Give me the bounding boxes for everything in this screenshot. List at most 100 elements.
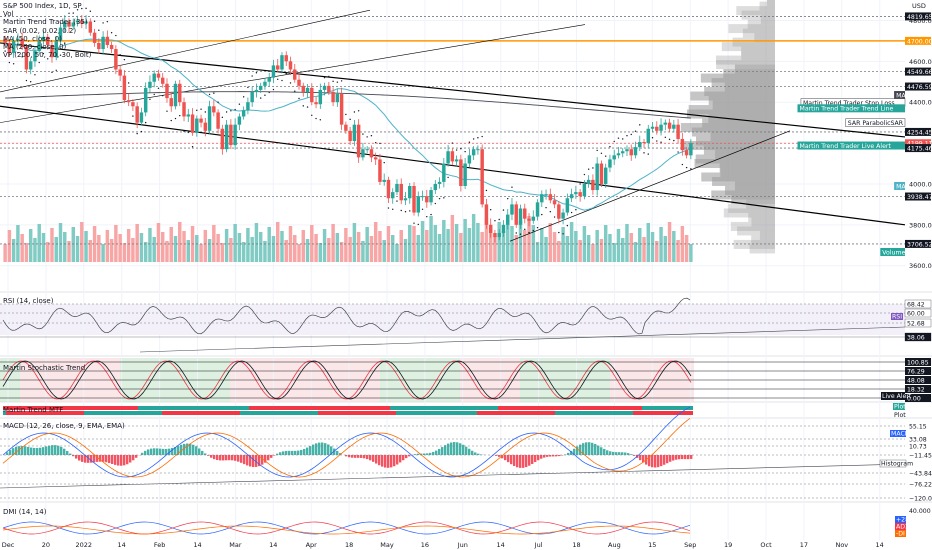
stoch-pane-label[interactable]: Martin Stochastic Trend <box>3 364 86 372</box>
macd-level-text: −43.84 <box>909 470 932 477</box>
mtf-cell <box>588 411 591 415</box>
macd-hist-bar <box>324 443 327 455</box>
volume-bar <box>139 233 144 262</box>
sar-dot <box>596 149 598 152</box>
vp-bar <box>749 244 775 254</box>
dmi-pane-label[interactable]: DMI (14, 14) <box>3 508 47 516</box>
indicator-tag-text: Volume <box>882 249 905 256</box>
candle-body <box>207 106 212 131</box>
sar-dot <box>64 42 66 44</box>
price-axis[interactable]: 3600.003800.004000.004200.004400.004600.… <box>797 12 932 538</box>
mtf-cell <box>132 406 135 410</box>
time-axis[interactable]: Dec 20 2022 14 Feb 14 Mar 14 Apr 18 May 16 Jun 14 Jul 1… <box>2 541 884 549</box>
mtf-cell <box>681 411 684 415</box>
mtf-cell <box>453 406 456 410</box>
rsi-pane-label[interactable]: RSI (14, close) <box>3 297 54 305</box>
sar-dot <box>294 90 296 92</box>
volume-bar <box>476 223 480 262</box>
legend-vol[interactable]: Vol <box>3 10 14 19</box>
legend-vp[interactable]: VP (200, 50, 70, 30, Bolt) <box>3 51 92 60</box>
sar-dot <box>587 168 590 170</box>
sar-dot <box>166 110 168 112</box>
volume-bar <box>565 236 570 262</box>
mtf-cell <box>690 411 693 415</box>
volume-bar <box>63 232 67 262</box>
price-level-text: 3938.47 <box>907 194 932 201</box>
mtf-cell <box>567 411 570 415</box>
sar-dot <box>417 223 419 226</box>
vp-bar <box>759 230 775 240</box>
macd-hist-bar <box>252 455 255 468</box>
candle-body <box>135 106 139 123</box>
macd-hist-bar <box>150 448 153 455</box>
mtf-cell <box>684 406 687 410</box>
mtf-cell <box>600 406 603 410</box>
mtf-cell <box>147 411 150 415</box>
mtf-cell <box>303 411 306 415</box>
sar-dot <box>221 116 224 119</box>
sar-dot <box>362 133 364 135</box>
macd-hist-bar <box>183 443 186 455</box>
mtf-cell <box>138 411 141 415</box>
mtf-cell <box>621 406 624 410</box>
mtt-pane-label[interactable]: Martin Trend MTF <box>3 406 64 414</box>
volume-bar <box>11 239 16 262</box>
macd-pane-label[interactable]: MACD (12, 26, close, 9, EMA, EMA) <box>3 422 125 430</box>
sar-dot <box>42 52 45 55</box>
mtf-cell <box>438 406 441 410</box>
candle-body <box>603 167 608 184</box>
volume-bar <box>160 232 165 262</box>
mtf-cell <box>426 406 429 410</box>
sar-dot <box>545 206 547 209</box>
volume-bar <box>361 241 365 262</box>
mtf-cell <box>456 411 459 415</box>
macd-hist-bar <box>513 455 516 466</box>
sar-dot <box>153 93 155 96</box>
volume-bar <box>412 226 416 262</box>
sar-dot <box>426 215 428 218</box>
macd-hist-bar <box>666 455 669 464</box>
mtf-cell <box>324 411 327 415</box>
candle-body <box>510 204 514 215</box>
dmi-level-text: 40.000 <box>909 508 931 515</box>
indicator-tag-text: Martin Trend Trader Trend Line <box>800 106 894 113</box>
legend-sar[interactable]: SAR (0.02, 0.02, 0.2) <box>3 26 77 35</box>
macd-hist-bar <box>327 444 330 455</box>
live-alert-text: Live Alert <box>882 393 912 400</box>
macd-hist-bar <box>462 444 465 455</box>
macd-hist-bar <box>687 455 690 460</box>
mtf-cell <box>90 406 93 410</box>
macd-hist-bar <box>603 448 606 455</box>
sar-dot <box>89 10 92 12</box>
mtf-cell <box>219 411 222 415</box>
macd-hist-bar <box>510 455 513 465</box>
macd-hist-bar <box>303 448 306 455</box>
volume-bar <box>254 223 259 262</box>
time-tick-label: Nov <box>835 541 848 549</box>
candle-body <box>527 218 531 221</box>
macd-hist-bar <box>414 454 417 455</box>
candle-body <box>305 87 310 92</box>
mtf-cell <box>75 411 78 415</box>
mtf-cell <box>447 406 450 410</box>
macd-hist-bar <box>366 455 369 460</box>
mtf-cell <box>225 406 228 410</box>
mtf-cell <box>537 411 540 415</box>
mtf-cell <box>585 411 588 415</box>
mtf-cell <box>669 411 672 415</box>
legend-ma200[interactable]: MA (200, close, 0) <box>3 42 67 51</box>
legend-ma50[interactable]: MA (50, close, 0) <box>3 34 62 43</box>
price-level-tag <box>905 144 931 153</box>
mtf-cell <box>510 411 513 415</box>
macd-hist-bar <box>369 455 372 461</box>
symbol-title[interactable]: S&P 500 Index, 1D, SP <box>3 2 82 10</box>
mtf-cell <box>228 406 231 410</box>
mtf-cell <box>510 406 513 410</box>
time-tick-label: 20 <box>42 541 50 549</box>
legend-mtt[interactable]: Martin Trend Trader (35) <box>3 18 88 27</box>
mtf-cell <box>162 411 165 415</box>
mtf-cell <box>174 411 177 415</box>
volume-bar <box>540 228 544 262</box>
mtf-cell <box>363 406 366 410</box>
